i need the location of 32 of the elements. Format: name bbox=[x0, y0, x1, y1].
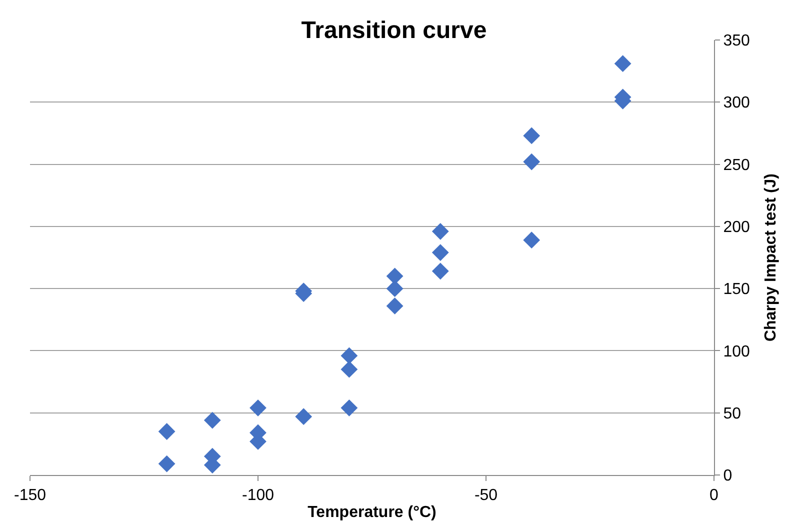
point bbox=[386, 280, 404, 298]
point bbox=[158, 423, 176, 440]
point bbox=[432, 262, 449, 280]
chart-title: Transition curve bbox=[301, 16, 487, 44]
point bbox=[432, 244, 449, 261]
point bbox=[523, 232, 540, 249]
y-tick-label: 50 bbox=[723, 405, 742, 422]
x-axis-title: Temperature (°C) bbox=[308, 504, 436, 521]
y-tick-label: 100 bbox=[723, 343, 750, 360]
y-tick-label: 200 bbox=[723, 219, 750, 236]
point bbox=[432, 222, 449, 240]
point bbox=[340, 399, 358, 416]
point bbox=[386, 298, 404, 314]
point bbox=[340, 347, 358, 364]
point bbox=[614, 55, 632, 72]
y-tick-label: 0 bbox=[723, 468, 732, 485]
point bbox=[204, 412, 221, 429]
x-tick-label: -50 bbox=[474, 487, 498, 504]
y-tick-label: 250 bbox=[723, 156, 750, 174]
point bbox=[523, 153, 540, 170]
y-tick-label: 300 bbox=[723, 94, 750, 112]
y-tick-label: 150 bbox=[723, 281, 750, 298]
y-axis-title: Charpy Impact test (J) bbox=[762, 173, 780, 342]
point bbox=[295, 408, 312, 426]
point bbox=[523, 127, 540, 144]
y-tick-label: 350 bbox=[723, 32, 750, 50]
x-tick-label: -150 bbox=[14, 487, 46, 504]
point bbox=[340, 360, 358, 378]
x-tick-label: -100 bbox=[242, 487, 274, 504]
point bbox=[158, 455, 176, 472]
x-tick-label: 0 bbox=[710, 487, 719, 504]
point bbox=[250, 399, 266, 416]
